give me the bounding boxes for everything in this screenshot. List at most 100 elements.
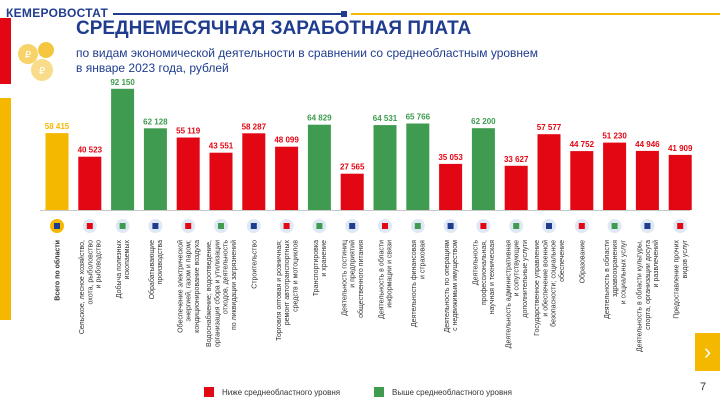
value-label-4: 55 119 <box>176 127 201 136</box>
hotel-food-icon-detail <box>349 223 356 229</box>
page-subtitle: по видам экономической деятельности в ср… <box>76 46 596 76</box>
category-label-3-line-1: производства <box>157 240 164 285</box>
category-label-17-line-0: Деятельность в области <box>603 240 611 319</box>
energy-bulb-icon <box>181 219 196 233</box>
category-label-5: Водоснабжение; водоотведение,организация… <box>205 240 238 348</box>
left-accent-red <box>0 18 11 84</box>
category-label-16-line-0: Образование <box>578 240 586 283</box>
category-label-7-line-0: Торговля оптовая и розничная; <box>276 240 283 341</box>
category-label-10: Деятельность в областиинформации и связи <box>377 240 393 319</box>
category-label-5-line-0: Водоснабжение; водоотведение, <box>205 240 213 347</box>
bar-14 <box>504 165 528 210</box>
category-label-4-line-0: Обеспечение электрической <box>177 240 185 333</box>
category-label-13-line-0: Деятельность <box>473 240 480 285</box>
subtitle-line-1: по видам экономической деятельности в ср… <box>76 46 538 60</box>
water-tap-icon <box>214 219 228 233</box>
category-label-13-line-2: научная и техническая <box>489 240 496 314</box>
value-label-5: 43 551 <box>209 142 234 151</box>
category-label-13-line-1: профессиональная, <box>481 240 488 305</box>
shopping-cart-icon-detail <box>283 223 290 229</box>
category-label-14-line-2: дополнительные услуги <box>522 240 529 318</box>
legend-label-above: Выше среднеобластного уровня <box>392 387 512 397</box>
category-label-12: Деятельность по операциямс недвижимым им… <box>444 240 459 333</box>
bar-1 <box>78 156 102 210</box>
category-label-12-line-0: Деятельность по операциям <box>444 240 451 333</box>
bar-7 <box>275 146 299 210</box>
official-person-icon-detail <box>546 223 552 229</box>
real-estate-icon-detail <box>447 223 454 229</box>
culture-sport-icon <box>640 219 655 233</box>
legend-label-below: Ниже среднеобластного уровня <box>222 387 341 397</box>
computer-phone-icon-detail <box>382 223 388 229</box>
category-label-15-line-2: безопасности; социальное <box>550 240 558 327</box>
bar-16 <box>570 151 594 210</box>
region-total-icon <box>50 219 64 233</box>
category-label-6-line-0: Строительство <box>251 240 258 289</box>
mining-shovel-icon <box>115 219 130 233</box>
shopping-cart-icon <box>279 219 294 233</box>
category-label-1: Сельское, лесное хозяйство,охота, рыболо… <box>78 240 102 334</box>
category-label-9-line-0: Деятельность гостиниц <box>342 240 349 316</box>
header-line-yellow <box>351 13 720 15</box>
bar-2 <box>111 88 135 211</box>
legend-swatch-above <box>374 387 384 397</box>
category-label-2: Добыча полезныхископаемых <box>115 240 131 299</box>
category-label-8-line-0: Транспортировка <box>313 240 320 296</box>
category-label-3: Обрабатывающиепроизводства <box>148 240 164 300</box>
office-building-icon <box>509 219 524 233</box>
next-slide-button[interactable]: › <box>695 333 720 371</box>
category-label-11-line-1: и страховая <box>419 240 426 279</box>
category-label-9-line-1: и предприятий <box>349 240 357 288</box>
category-label-19: Предоставление прочихвидов услуг <box>674 240 689 319</box>
bar-10 <box>373 125 397 210</box>
services-person-icon-detail <box>677 223 684 229</box>
page-title: СРЕДНЕМЕСЯЧНАЯ ЗАРАБОТНАЯ ПЛАТА <box>76 18 472 39</box>
services-person-icon <box>673 219 688 233</box>
microscope-icon <box>476 219 491 233</box>
category-label-9-line-2: общественного питания <box>357 240 365 318</box>
office-building-icon-detail <box>513 223 520 229</box>
category-label-14-line-1: и сопутствующие <box>514 240 521 296</box>
bar-9 <box>340 173 364 210</box>
svg-text:₽: ₽ <box>25 50 32 61</box>
category-label-1-line-1: охота, рыболовство <box>86 240 94 305</box>
category-label-19-line-1: видов услуг <box>682 240 689 279</box>
category-label-13: Деятельностьпрофессиональная,научная и т… <box>473 240 496 315</box>
category-label-8-line-1: и хранение <box>321 240 328 277</box>
category-label-17-line-2: и социальных услуг <box>620 240 627 305</box>
category-label-1-line-0: Сельское, лесное хозяйство, <box>78 240 86 334</box>
legend-below: Ниже среднеобластного уровня <box>204 387 340 397</box>
bar-4 <box>176 137 200 210</box>
chevron-right-icon: › <box>703 339 712 364</box>
category-label-7: Торговля оптовая и розничная;ремонт авто… <box>276 240 299 341</box>
manufacturing-gear-icon-detail <box>152 223 159 229</box>
agriculture-tools-icon <box>82 219 97 233</box>
header-line-dot <box>341 11 347 17</box>
value-label-13: 62 200 <box>471 117 496 126</box>
category-label-5-line-2: отходов, деятельность <box>223 240 230 314</box>
category-label-15-line-1: и обеспечение военной <box>541 240 549 317</box>
truck-icon <box>312 219 327 233</box>
bar-11 <box>406 123 430 210</box>
category-label-4-line-1: энергией, газом и паром; <box>185 240 193 322</box>
category-label-5-line-3: по ликвидации загрязнений <box>230 240 238 330</box>
value-label-7: 48 099 <box>274 136 299 145</box>
category-label-18: Деятельность в области культуры,спорта, … <box>636 240 660 352</box>
value-label-3: 62 128 <box>143 117 168 126</box>
legend-swatch-below <box>204 387 214 397</box>
category-label-8: Транспортировкаи хранение <box>313 240 328 296</box>
bar-19 <box>668 154 692 210</box>
microscope-icon-detail <box>480 223 487 229</box>
value-label-6: 58 287 <box>242 122 267 131</box>
category-label-15: Государственное управлениеи обеспечение … <box>534 240 566 336</box>
energy-bulb-icon-detail <box>185 223 192 229</box>
category-label-18-line-2: и развлечений <box>652 240 660 287</box>
bar-0 <box>45 133 69 210</box>
bar-15 <box>537 134 561 210</box>
finance-document-icon-detail <box>414 223 421 229</box>
category-label-17: Деятельность в областиздравоохраненияи с… <box>603 240 627 319</box>
category-label-14-line-0: Деятельность административная <box>506 240 513 348</box>
value-label-18: 44 946 <box>635 140 660 149</box>
category-label-15-line-0: Государственное управление <box>534 240 541 336</box>
water-tap-icon-detail <box>218 223 224 229</box>
